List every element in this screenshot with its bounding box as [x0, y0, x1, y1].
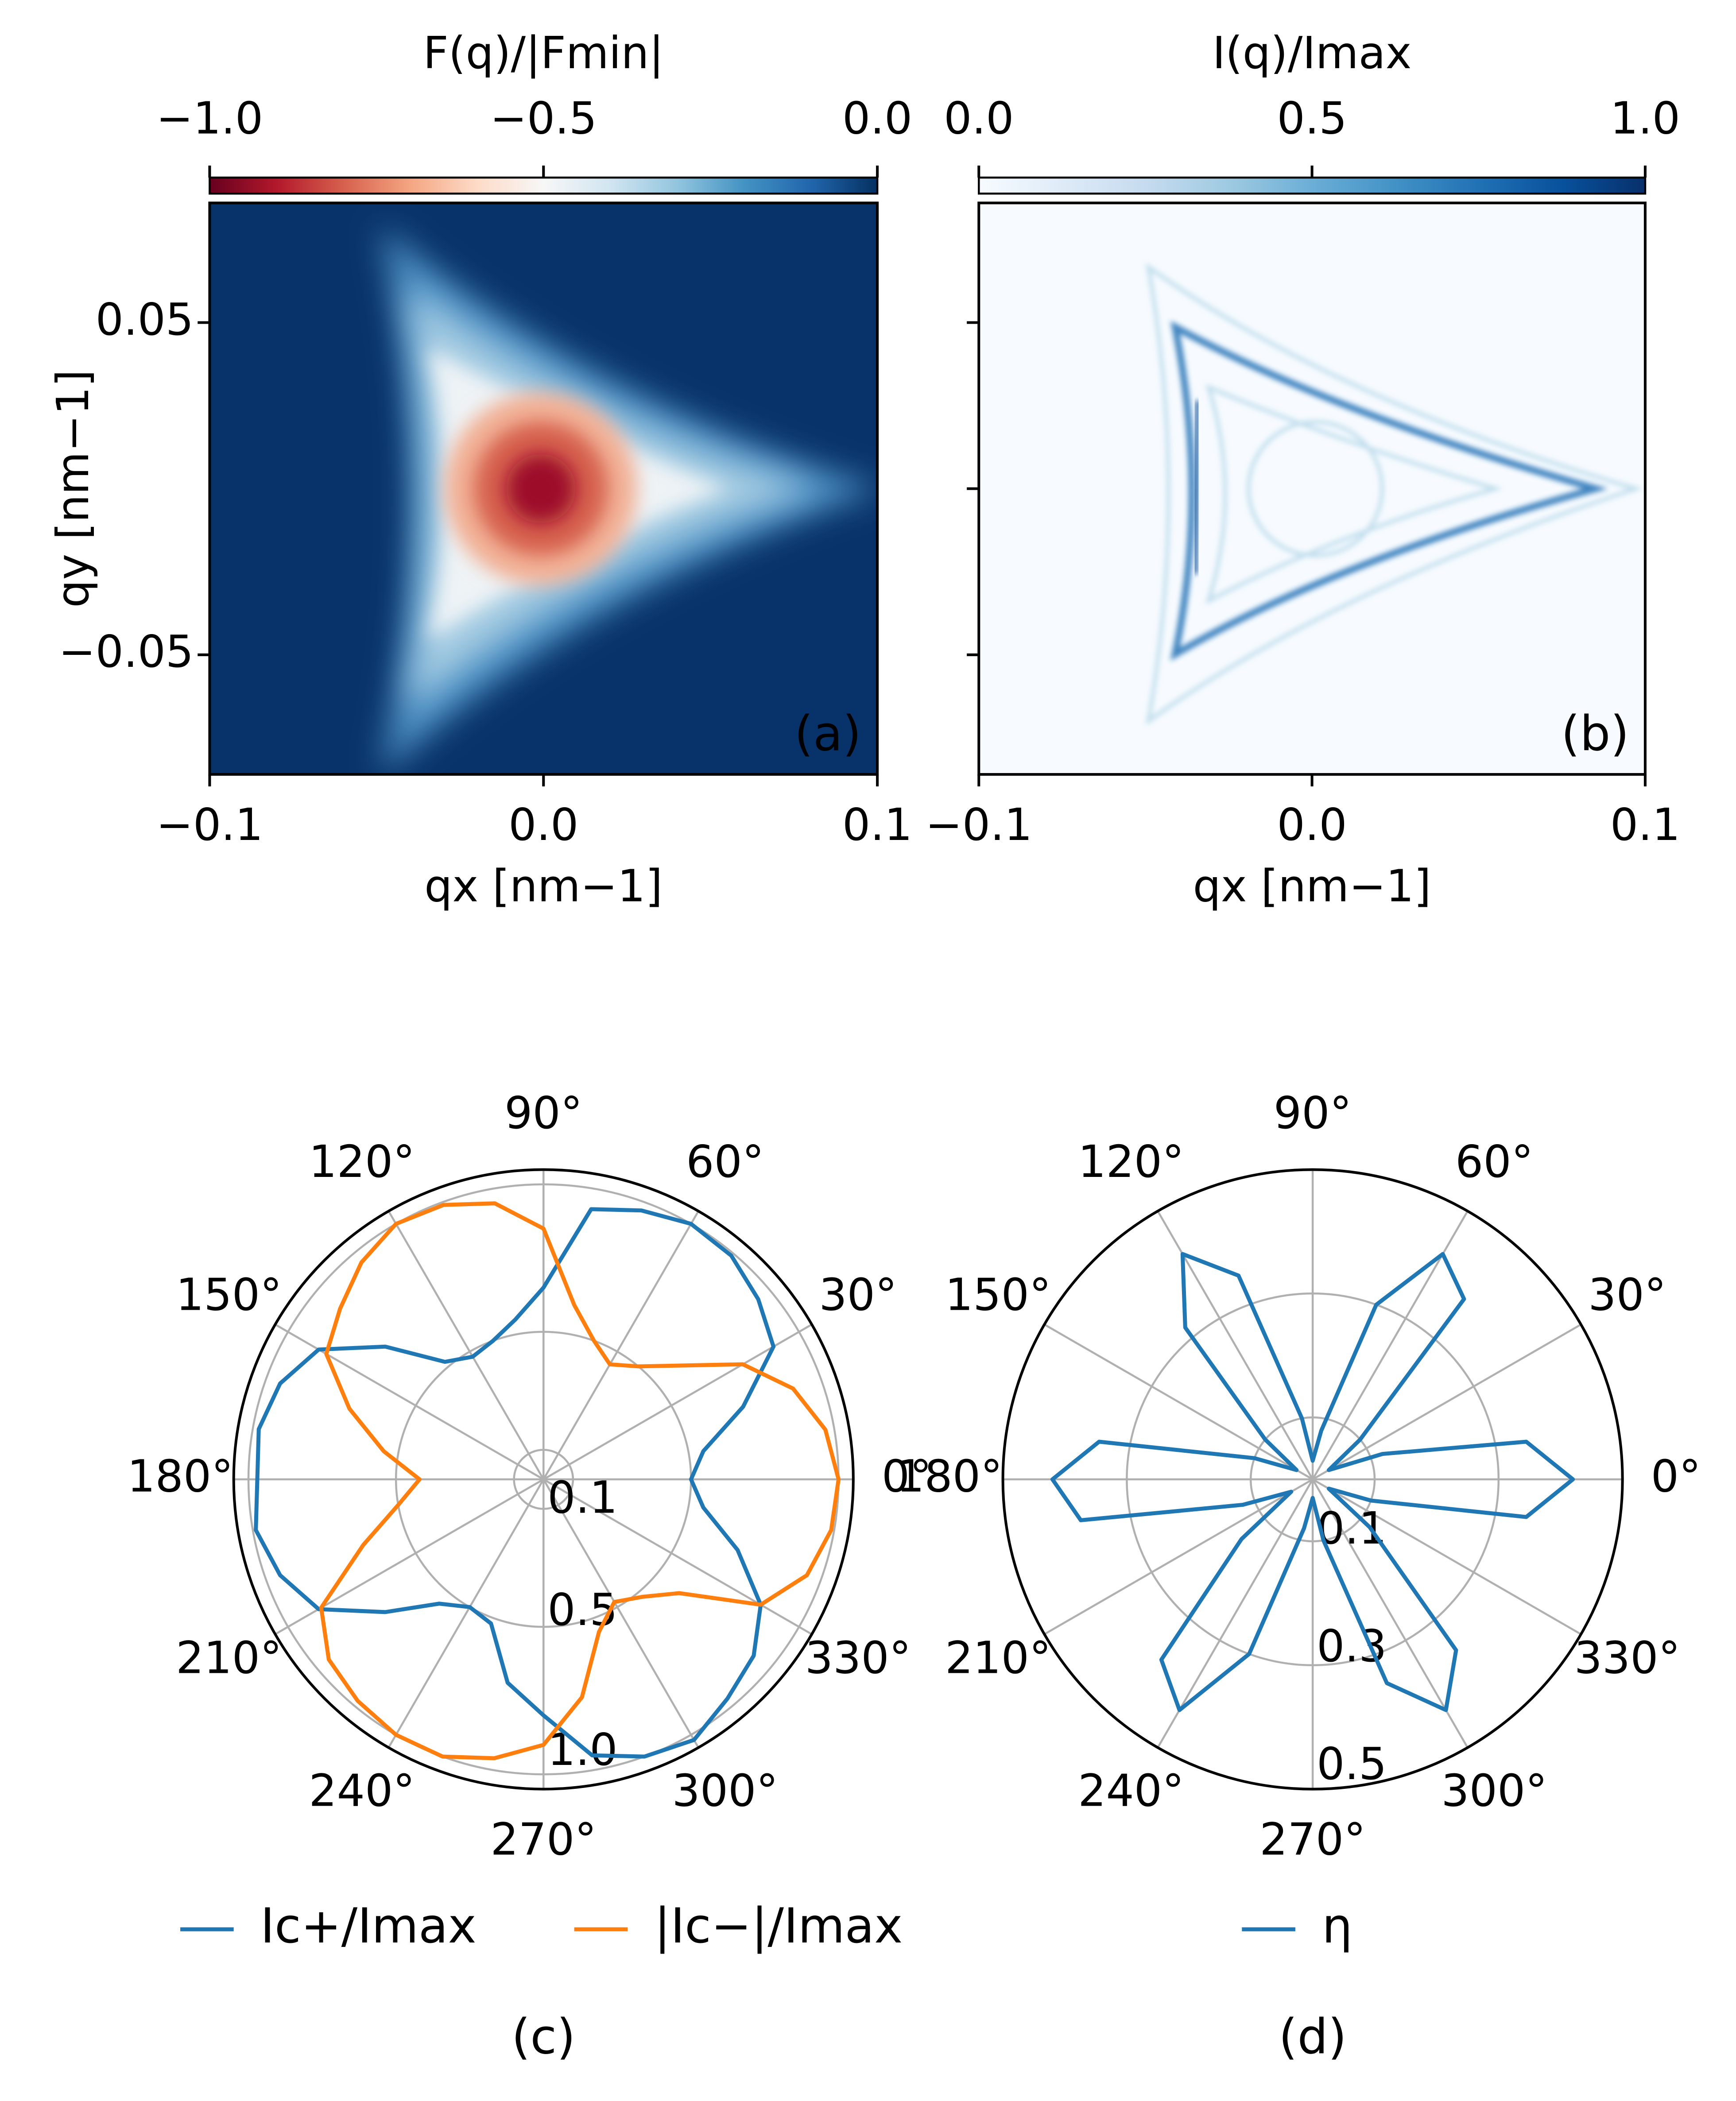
theta-tick-label: 210° — [945, 1633, 1051, 1683]
colorbar-tick-label: 1.0 — [1610, 93, 1680, 144]
theta-grid-line — [1312, 1211, 1469, 1480]
theta-grid-line — [542, 1478, 700, 1749]
colorbar — [209, 176, 879, 195]
theta-tick-label: 90° — [504, 1088, 582, 1139]
theta-tick-label: 120° — [1078, 1137, 1184, 1188]
theta-grid-line — [1157, 1211, 1314, 1480]
colorbar-tick-label: 0.0 — [842, 93, 912, 144]
x-tick-label: −0.1 — [156, 800, 264, 851]
theta-tick-label: 180° — [127, 1451, 233, 1502]
theta-tick-label: 210° — [176, 1633, 282, 1683]
theta-tick-label: 90° — [1274, 1088, 1352, 1139]
theta-tick-label: 330° — [1574, 1633, 1681, 1683]
colorbar-label: F(q)/|Fmin| — [423, 28, 664, 79]
r-tick-label: 0.5 — [547, 1585, 617, 1636]
theta-grid-line — [1044, 1323, 1314, 1480]
legend-label: Ic+/Imax — [260, 1898, 477, 1954]
r-grid-circle — [1249, 1416, 1376, 1543]
theta-grid-line — [1312, 1323, 1582, 1480]
theta-tick-label: 0° — [1651, 1451, 1701, 1502]
heatmap-image — [979, 203, 1645, 774]
x-tick-label: −0.1 — [925, 800, 1032, 851]
polar-frame — [1001, 1168, 1624, 1791]
theta-tick-label: 300° — [672, 1766, 779, 1817]
theta-grid-line — [1157, 1478, 1314, 1749]
y-tick-label: 0.05 — [96, 294, 194, 345]
theta-grid-line — [275, 1478, 544, 1635]
heatmap-image — [209, 203, 878, 774]
theta-grid-line — [543, 1478, 813, 1635]
legend-label: η — [1322, 1898, 1352, 1954]
r-grid-circle — [513, 1449, 574, 1510]
theta-tick-label: 330° — [805, 1633, 911, 1683]
theta-tick-label: 30° — [819, 1269, 897, 1320]
theta-tick-label: 270° — [1259, 1815, 1366, 1865]
theta-tick-label: 120° — [309, 1137, 415, 1188]
theta-tick-label: 300° — [1441, 1766, 1547, 1817]
r-tick-label: 0.5 — [1317, 1739, 1387, 1790]
theta-grid-line — [542, 1211, 700, 1480]
y-tick-label: −0.05 — [58, 627, 194, 677]
theta-tick-label: 60° — [686, 1137, 764, 1188]
series-line — [1050, 1252, 1575, 1712]
theta-grid-line — [1312, 1478, 1469, 1749]
theta-grid-line — [1044, 1478, 1314, 1635]
x-tick-label: 0.1 — [1610, 800, 1680, 851]
theta-tick-label: 150° — [945, 1269, 1051, 1320]
colorbar — [978, 176, 1647, 195]
colorbar-label: I(q)/Imax — [1213, 28, 1412, 79]
series-line — [319, 1201, 841, 1761]
theta-grid-line — [275, 1323, 544, 1480]
y-axis-label: qy [nm−1] — [48, 370, 99, 608]
theta-tick-label: 150° — [176, 1269, 282, 1320]
colorbar-tick-label: −0.5 — [490, 93, 597, 144]
theta-grid-line — [388, 1211, 545, 1480]
panel-label: (b) — [1561, 705, 1629, 762]
theta-grid-line — [543, 1323, 813, 1480]
r-tick-label: 0.3 — [1317, 1621, 1387, 1672]
panel-label: (d) — [1279, 2008, 1347, 2065]
colorbar-tick-label: −1.0 — [156, 93, 264, 144]
x-axis-label: qx [nm−1] — [424, 861, 663, 912]
theta-tick-label: 180° — [896, 1451, 1003, 1502]
colorbar-tick-label: 0.5 — [1277, 93, 1347, 144]
theta-grid-line — [388, 1478, 545, 1749]
theta-tick-label: 240° — [309, 1766, 415, 1817]
series-line — [254, 1207, 776, 1759]
r-tick-label: 1.0 — [547, 1725, 617, 1776]
theta-tick-label: 270° — [490, 1815, 597, 1865]
colorbar-tick-label: 0.0 — [944, 93, 1014, 144]
panel-label: (a) — [794, 705, 861, 762]
x-axis-label: qx [nm−1] — [1193, 861, 1431, 912]
theta-tick-label: 240° — [1078, 1766, 1184, 1817]
x-tick-label: 0.0 — [1277, 800, 1347, 851]
r-grid-circle — [1126, 1292, 1500, 1667]
r-tick-label: 0.1 — [547, 1473, 617, 1524]
theta-tick-label: 30° — [1588, 1269, 1666, 1320]
x-tick-label: 0.0 — [508, 800, 578, 851]
legend-label: |Ic−|/Imax — [655, 1898, 903, 1954]
panel-label: (c) — [512, 2008, 575, 2065]
theta-grid-line — [1312, 1478, 1582, 1635]
x-tick-label: 0.1 — [842, 800, 912, 851]
theta-tick-label: 60° — [1455, 1137, 1533, 1188]
polar-frame — [232, 1168, 855, 1791]
theta-tick-label: 0° — [882, 1451, 932, 1502]
